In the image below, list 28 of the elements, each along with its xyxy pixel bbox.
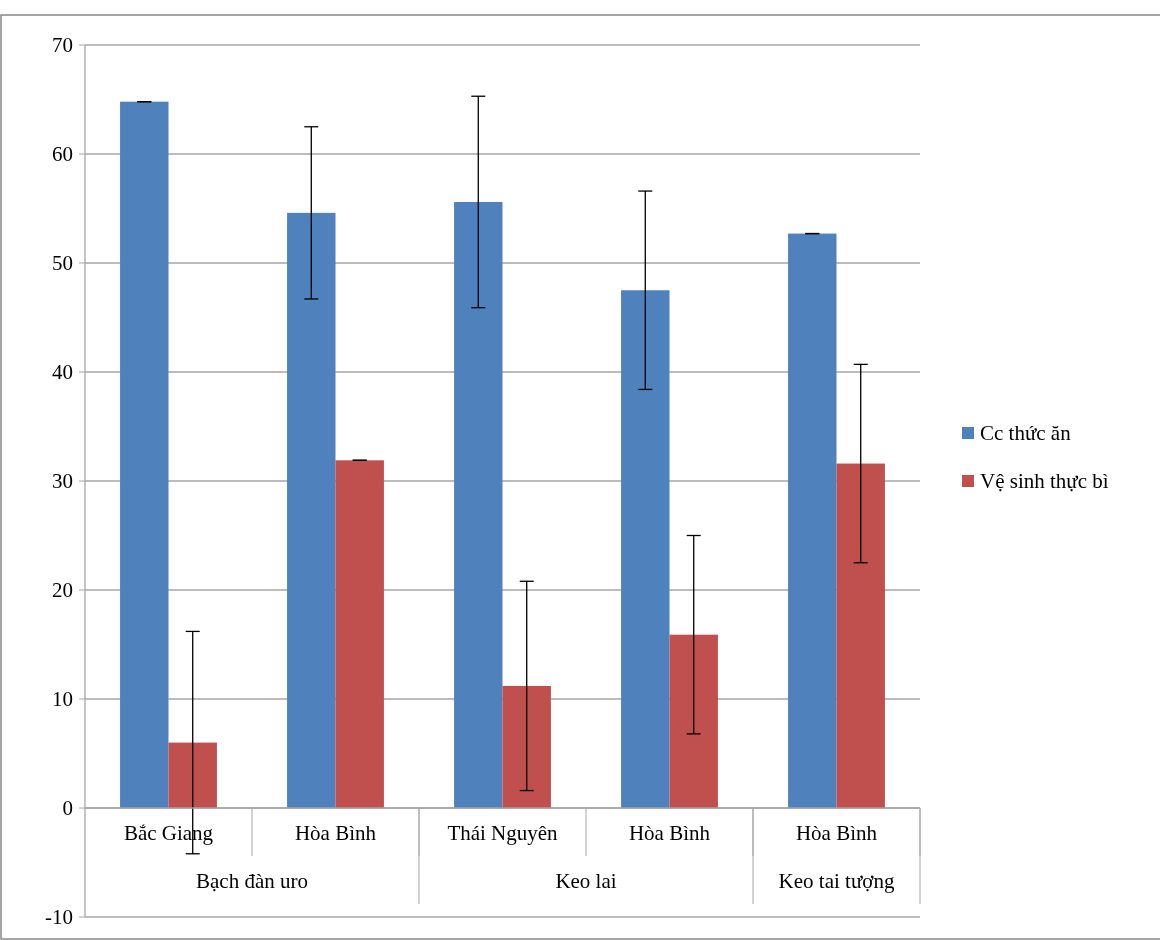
y-tick-label: 30 (52, 469, 73, 494)
y-tick-label: 40 (52, 360, 73, 385)
annotation: Bạch đàn uro (196, 869, 308, 893)
y-tick-label: 10 (52, 687, 73, 712)
y-tick-label: 0 (62, 796, 73, 821)
x-tick-label: Thái Nguyên (447, 821, 559, 845)
bar (836, 463, 885, 808)
bar (287, 212, 336, 808)
x-tick-label: Hòa Bình (294, 821, 377, 845)
y-tick-label: 60 (52, 142, 73, 167)
bar (788, 233, 837, 808)
y-tick-label: 20 (52, 578, 73, 603)
annotation: Keo tai tượng (778, 869, 895, 893)
annotation: Keo lai (555, 869, 617, 893)
legend-label: Vệ sinh thực bì (980, 469, 1109, 494)
y-tick-label: 70 (52, 33, 73, 58)
bar (454, 201, 503, 808)
bar (120, 101, 169, 808)
x-tick-label: Hòa Bình (795, 821, 878, 845)
bar (669, 634, 718, 808)
bar (168, 742, 217, 808)
bar (621, 290, 670, 808)
bar (502, 685, 551, 808)
legend-label: Cc thức ăn (980, 421, 1072, 446)
x-tick-label: Hòa Bình (628, 821, 711, 845)
y-tick-label: -10 (45, 905, 73, 930)
y-tick-label: 50 (52, 251, 73, 276)
bar (335, 460, 384, 808)
